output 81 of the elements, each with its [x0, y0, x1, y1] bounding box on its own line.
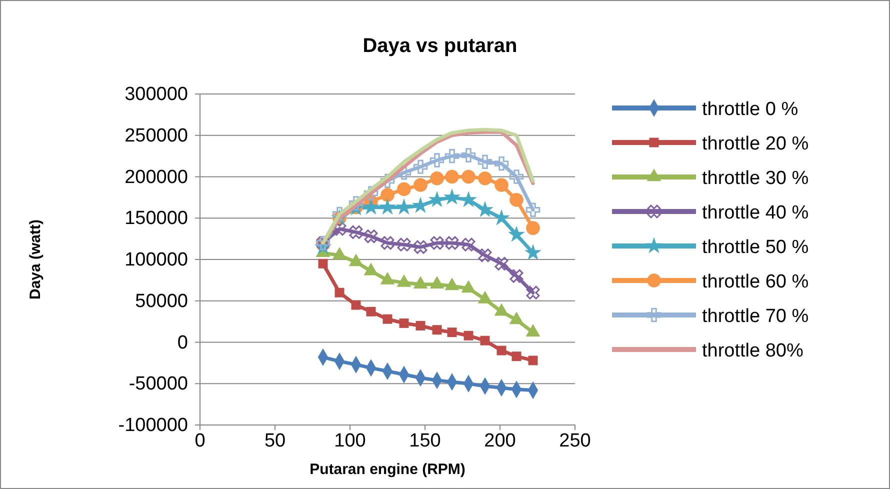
- point: [414, 240, 428, 254]
- point: [496, 346, 506, 356]
- point: [416, 320, 426, 330]
- point: [478, 248, 492, 262]
- point: [447, 328, 457, 338]
- point: [524, 244, 542, 260]
- y-tick-label: 150000: [124, 208, 188, 230]
- point: [444, 148, 460, 164]
- y-tick-label: 300000: [124, 84, 188, 106]
- point: [445, 236, 459, 250]
- x-tick-label: 250: [559, 430, 591, 452]
- y-tick-label: 0: [177, 332, 188, 354]
- point: [428, 190, 446, 208]
- point: [510, 269, 524, 283]
- point: [478, 154, 492, 169]
- y-tick-label: 100000: [124, 250, 188, 271]
- point: [528, 356, 538, 366]
- legend-label: throttle 50 %: [702, 237, 809, 258]
- point: [351, 300, 361, 310]
- x-tick-label: 50: [264, 430, 286, 452]
- point: [414, 178, 428, 192]
- point: [399, 318, 409, 328]
- x-tick-label: 150: [409, 430, 441, 452]
- point: [380, 188, 394, 202]
- point: [462, 170, 476, 184]
- y-tick-label: 250000: [124, 125, 188, 146]
- point: [462, 238, 476, 252]
- point: [334, 288, 344, 298]
- point: [512, 352, 522, 362]
- x-tick-label: 200: [484, 430, 516, 452]
- point: [382, 314, 392, 324]
- legend-label: throttle 80%: [702, 340, 804, 362]
- x-axis-title: Putaran engine (RPM): [310, 461, 466, 478]
- point: [395, 198, 413, 215]
- point: [430, 172, 444, 186]
- point: [443, 188, 461, 205]
- point: [509, 170, 524, 184]
- point: [480, 336, 490, 346]
- point: [397, 182, 411, 196]
- y-tick-label: 50000: [135, 290, 188, 312]
- point: [349, 225, 363, 239]
- point: [508, 226, 526, 242]
- point: [461, 148, 476, 162]
- point: [397, 238, 411, 252]
- point: [476, 200, 494, 218]
- y-tick-label: -100000: [118, 415, 188, 436]
- x-tick-label: 100: [334, 430, 366, 452]
- point: [332, 222, 346, 236]
- point: [364, 230, 378, 244]
- x-tick-label: 0: [194, 430, 206, 452]
- point: [380, 236, 394, 250]
- legend-label: throttle 70 %: [702, 306, 809, 327]
- legend-label: throttle 30 %: [702, 168, 809, 189]
- point: [366, 306, 376, 316]
- y-tick-label: 200000: [124, 166, 188, 188]
- legend-label: throttle 0 %: [702, 99, 798, 120]
- point: [526, 202, 540, 217]
- chart-title: Daya vs putaran: [362, 35, 518, 57]
- point: [492, 209, 510, 226]
- point: [362, 198, 380, 215]
- point: [464, 330, 474, 340]
- point: [430, 153, 444, 168]
- point: [478, 172, 492, 186]
- y-axis-title: Daya (watt): [27, 219, 44, 300]
- point: [413, 160, 428, 174]
- point: [510, 193, 524, 207]
- point: [432, 325, 442, 335]
- legend-label: throttle 40 %: [702, 202, 809, 224]
- point: [526, 221, 540, 235]
- point: [494, 178, 508, 192]
- legend-label: throttle 60 %: [702, 272, 809, 292]
- point: [494, 156, 509, 171]
- point: [430, 236, 444, 250]
- point: [378, 198, 396, 215]
- point: [494, 256, 508, 270]
- y-tick-label: -50000: [128, 374, 188, 395]
- point: [460, 190, 478, 208]
- legend-label: throttle 20 %: [702, 134, 809, 154]
- point: [318, 258, 328, 268]
- point: [526, 286, 540, 300]
- point: [445, 170, 459, 184]
